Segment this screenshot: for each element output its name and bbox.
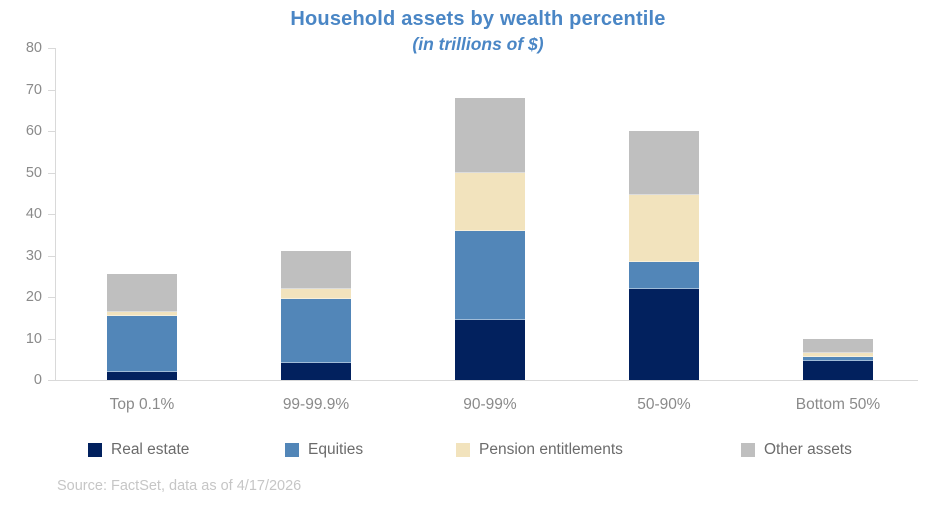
- y-axis-tick-mark: [48, 255, 56, 257]
- legend-item-real-estate: Real estate: [88, 441, 189, 459]
- y-axis-tick-label: 20: [25, 289, 42, 305]
- bar-segment-real-estate: [803, 361, 873, 380]
- legend-label-equities: Equities: [308, 441, 364, 458]
- y-axis-tick-label: 10: [25, 330, 42, 347]
- y-axis-tick-mark: [48, 214, 56, 215]
- bar-segment-other-assets: [107, 274, 177, 312]
- bar-segment-real-estate: [455, 319, 525, 380]
- y-axis-tick-label: 40: [25, 206, 42, 222]
- legend-swatch-real-estate: [88, 443, 102, 457]
- legend-swatch-pension-entitlements: [456, 443, 470, 457]
- x-axis-label-bottom-50: Bottom 50%: [795, 396, 881, 413]
- bar-segment-real-estate: [281, 363, 351, 380]
- y-axis-tick-label: 70: [25, 81, 42, 98]
- bar-segment-real-estate: [107, 371, 177, 380]
- bar-90-99: [455, 97, 525, 380]
- y-axis-tick-mark: [48, 48, 56, 49]
- chart-subtitle: (in trillions of $): [412, 34, 544, 54]
- y-axis-tick-mark: [48, 89, 56, 91]
- y-axis-tick-mark: [48, 131, 56, 132]
- y-axis-tick-mark: [48, 380, 56, 381]
- bar-segment-other-assets: [803, 338, 873, 354]
- y-axis-tick-label: 50: [25, 164, 42, 181]
- legend-item-equities: Equities: [285, 441, 363, 459]
- y-axis-tick-mark: [48, 338, 56, 340]
- bar-segment-equities: [281, 299, 351, 364]
- bar-segment-other-assets: [629, 131, 699, 196]
- y-axis-tick-label: 0: [33, 372, 42, 388]
- chart-title: Household assets by wealth percentile: [290, 8, 666, 30]
- bar-bottom-50: [803, 338, 873, 380]
- bar-segment-equities: [803, 357, 873, 362]
- y-axis-tick-label: 80: [25, 40, 42, 56]
- bar-segment-pension-entitlements: [803, 353, 873, 358]
- bar-segment-pension-entitlements: [281, 288, 351, 300]
- bar-99-99-9: [281, 251, 351, 380]
- bar-segment-pension-entitlements: [107, 311, 177, 316]
- legend-item-other-assets: Other assets: [741, 441, 852, 459]
- x-axis-label-99-99-9: 99-99.9%: [282, 396, 350, 413]
- x-axis-label-top-0-1: Top 0.1%: [109, 396, 175, 413]
- bar-50-90: [629, 131, 699, 380]
- legend-label-pension-entitlements: Pension entitlements: [479, 441, 623, 458]
- bar-segment-other-assets: [455, 97, 525, 173]
- y-axis-tick-mark: [48, 172, 56, 174]
- legend-label-other-assets: Other assets: [764, 441, 852, 458]
- legend-swatch-equities: [285, 443, 299, 457]
- x-axis-label-50-90: 50-90%: [637, 396, 691, 413]
- bar-segment-pension-entitlements: [455, 172, 525, 231]
- bar-top-0-1: [107, 274, 177, 380]
- source-note: Source: FactSet, data as of 4/17/2026: [57, 478, 302, 494]
- legend-swatch-other-assets: [741, 443, 755, 457]
- bar-segment-equities: [629, 261, 699, 289]
- bar-segment-equities: [455, 230, 525, 320]
- legend-label-real-estate: Real estate: [111, 441, 190, 458]
- x-axis-line: [55, 380, 918, 381]
- y-axis-tick-mark: [48, 297, 56, 298]
- bar-segment-pension-entitlements: [629, 195, 699, 262]
- bar-segment-equities: [107, 315, 177, 372]
- x-axis-label-90-99: 90-99%: [463, 396, 517, 413]
- bar-segment-other-assets: [281, 251, 351, 289]
- legend-item-pension-entitlements: Pension entitlements: [456, 441, 623, 459]
- bar-segment-real-estate: [629, 288, 699, 380]
- y-axis-tick-label: 30: [25, 247, 42, 264]
- y-axis-tick-label: 60: [25, 123, 42, 139]
